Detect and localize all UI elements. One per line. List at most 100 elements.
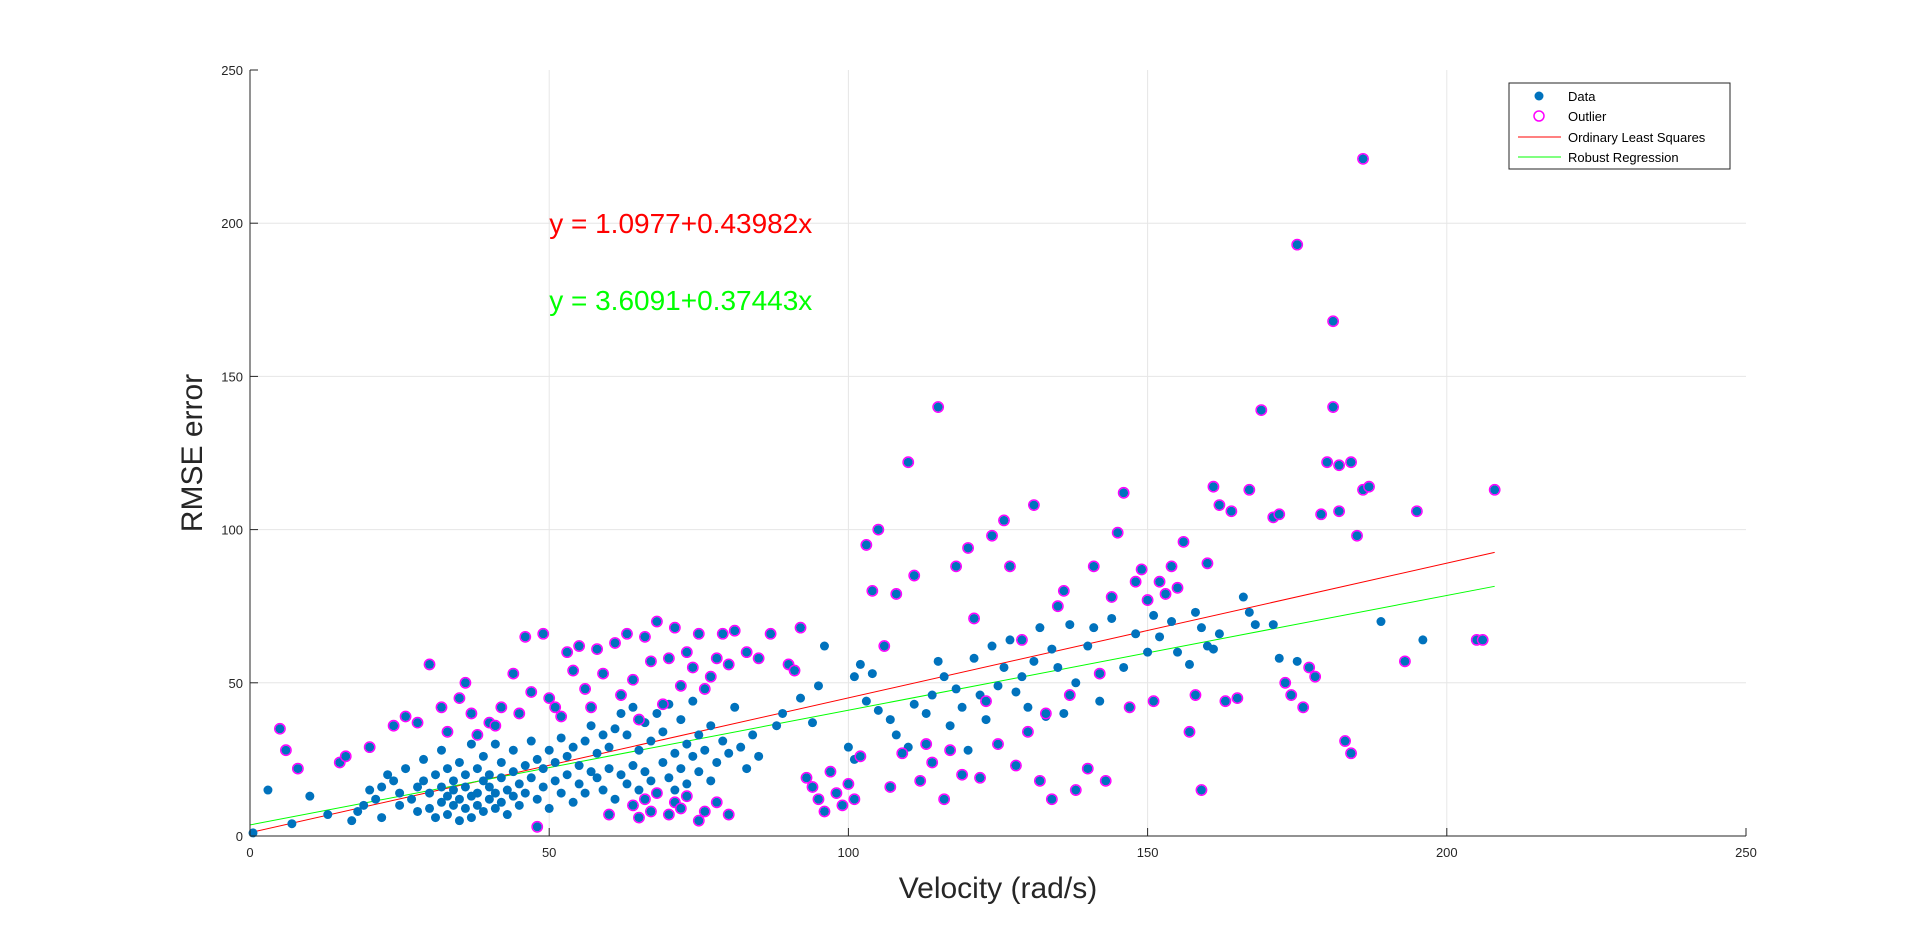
outlier-point-ring bbox=[495, 701, 508, 714]
outlier-point-ring bbox=[680, 646, 693, 659]
outlier-point-fill bbox=[1155, 577, 1165, 587]
outlier-point bbox=[824, 765, 837, 778]
data-point bbox=[1005, 635, 1015, 645]
y-tick-label: 100 bbox=[221, 523, 243, 538]
outlier-point-fill bbox=[401, 712, 411, 722]
outlier-point-ring bbox=[914, 774, 927, 787]
outlier-point-fill bbox=[341, 751, 351, 761]
outlier-point-fill bbox=[1346, 748, 1356, 758]
data-point bbox=[1155, 632, 1165, 642]
outlier-point bbox=[549, 701, 562, 714]
outlier-point-fill bbox=[891, 589, 901, 599]
outlier-point bbox=[1069, 784, 1082, 796]
outlier-point-ring bbox=[633, 713, 645, 726]
outlier-point bbox=[1309, 670, 1322, 683]
outlier-point bbox=[980, 695, 992, 708]
outlier-point bbox=[555, 710, 568, 723]
data-point bbox=[1167, 617, 1177, 627]
data-point bbox=[778, 708, 788, 718]
data-point bbox=[377, 813, 387, 823]
robust-regression-line bbox=[249, 585, 1495, 826]
data-point bbox=[520, 761, 530, 771]
outlier-point-fill bbox=[281, 745, 291, 755]
outlier-point-fill bbox=[1125, 702, 1135, 712]
outlier-point-ring bbox=[1022, 725, 1034, 738]
outlier-point-ring bbox=[507, 667, 520, 680]
outlier-point-ring bbox=[1410, 505, 1423, 518]
data-point bbox=[909, 699, 919, 709]
outlier-point-ring bbox=[950, 560, 963, 573]
outlier-point bbox=[680, 646, 693, 659]
outlier-point bbox=[1327, 401, 1340, 413]
outlier-point bbox=[573, 640, 586, 652]
outlier-point bbox=[363, 741, 376, 754]
outlier-point-ring bbox=[908, 569, 921, 582]
data-point bbox=[945, 721, 955, 731]
outlier-point bbox=[645, 805, 657, 818]
data-point bbox=[383, 770, 393, 780]
outlier-point bbox=[728, 624, 741, 637]
outlier-point-ring bbox=[710, 652, 723, 665]
outlier-point-fill bbox=[646, 806, 656, 816]
outlier-point-fill bbox=[1119, 488, 1129, 498]
data-point bbox=[867, 669, 877, 679]
data-point bbox=[442, 791, 452, 801]
outlier-point-ring bbox=[674, 679, 687, 692]
outlier-point-fill bbox=[556, 712, 566, 722]
outlier-point bbox=[639, 793, 651, 806]
data-point bbox=[999, 662, 1009, 672]
outlier-point-ring bbox=[1363, 480, 1375, 493]
data-point bbox=[993, 681, 1003, 691]
outlier-point bbox=[674, 802, 687, 815]
outlier-point-ring bbox=[884, 781, 897, 793]
outlier-point-ring bbox=[621, 627, 633, 640]
outlier-point-ring bbox=[1087, 560, 1100, 573]
data-point bbox=[772, 721, 782, 731]
data-point bbox=[490, 788, 500, 798]
data-point bbox=[1089, 623, 1099, 633]
outlier-point-ring bbox=[537, 627, 550, 640]
outlier-point bbox=[1279, 676, 1292, 689]
outlier-point-ring bbox=[591, 643, 603, 655]
outlier-point bbox=[1177, 535, 1190, 548]
outlier-point-fill bbox=[616, 690, 626, 700]
data-point bbox=[538, 764, 548, 774]
outlier-point bbox=[1476, 634, 1489, 646]
data-point bbox=[1418, 635, 1428, 645]
outlier-point bbox=[615, 689, 627, 701]
outlier-point-fill bbox=[1167, 561, 1177, 571]
outlier-point-ring bbox=[1010, 759, 1022, 772]
data-point bbox=[718, 736, 728, 746]
outlier-point-fill bbox=[1274, 509, 1284, 519]
outlier-point-fill bbox=[496, 702, 506, 712]
outlier-point bbox=[800, 771, 813, 784]
outlier-point-ring bbox=[639, 793, 651, 806]
data-point bbox=[305, 791, 315, 801]
outlier-point-fill bbox=[1322, 457, 1332, 467]
outlier-point bbox=[854, 750, 867, 763]
data-point bbox=[514, 800, 524, 810]
outlier-point-fill bbox=[652, 788, 662, 798]
outlier-point-ring bbox=[1105, 591, 1118, 603]
y-tick-label: 250 bbox=[221, 63, 243, 78]
outlier-point bbox=[1363, 480, 1375, 493]
outlier-point-fill bbox=[598, 669, 608, 679]
outlier-point-fill bbox=[628, 675, 638, 685]
outlier-point-ring bbox=[794, 621, 807, 634]
data-point bbox=[484, 770, 494, 780]
outlier-point bbox=[1339, 735, 1351, 747]
outlier-point-ring bbox=[1327, 401, 1340, 413]
outlier-point-fill bbox=[1280, 678, 1290, 688]
data-point bbox=[843, 742, 853, 752]
outlier-point bbox=[1117, 486, 1130, 499]
data-point bbox=[496, 797, 506, 807]
outlier-point bbox=[872, 523, 885, 536]
outlier-point bbox=[627, 673, 639, 686]
outlier-point bbox=[399, 710, 412, 723]
data-point bbox=[1017, 672, 1027, 682]
outlier-point bbox=[489, 719, 502, 732]
outlier-point-ring bbox=[788, 664, 801, 677]
outlier-point-ring bbox=[1069, 784, 1082, 796]
data-point bbox=[736, 742, 746, 752]
outlier-point bbox=[339, 750, 352, 763]
